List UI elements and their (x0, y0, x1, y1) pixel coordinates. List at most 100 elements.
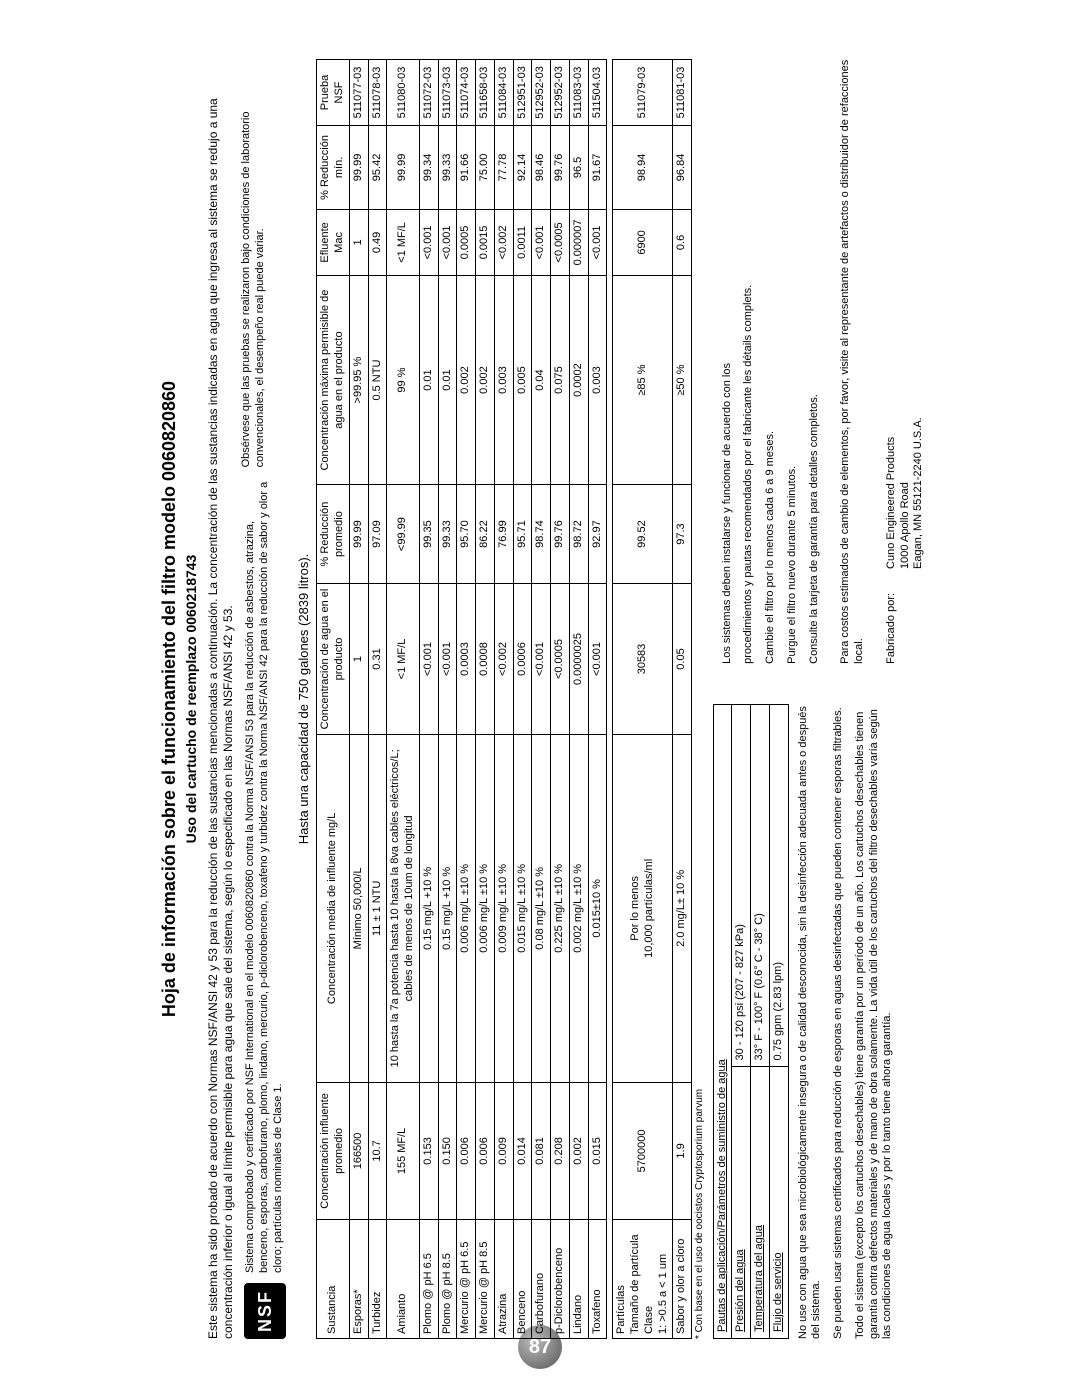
table-cell: 0.015 mg/L ±10 % (513, 734, 532, 1082)
table-cell: 10.7 (368, 1082, 387, 1219)
table-cell: ≥50 % (673, 275, 692, 484)
table-cell: Benceno (513, 1219, 532, 1338)
table-cell: <0.001 (419, 583, 438, 734)
table-cell: <0.001 (588, 583, 607, 734)
page-title: Hoja de información sobre el funcionamie… (158, 59, 181, 1339)
table-cell: Por lo menos10,000 partículas/ml (613, 734, 673, 1082)
nsf-logo: NSF (244, 1283, 286, 1339)
table-cell: Mercurio @ pH 6.5 (457, 1219, 476, 1338)
table-cell: <0.001 (532, 209, 551, 275)
table-cell: 0.01 (419, 275, 438, 484)
col-nsf-test: Prueba NSF (317, 59, 350, 125)
table-cell: 99.76 (551, 125, 570, 209)
install-note-2: procedimientos y pautas recomendados por… (742, 59, 756, 664)
manuf-line-1: Cuno Engineered Products (885, 417, 899, 569)
table-cell: Mínimo 50,000/L (349, 734, 368, 1082)
param-row: Presión del agua30 - 120 psi (207 - 827 … (732, 704, 751, 1338)
page-subtitle: Uso del cartucho de reemplazo 0060218743 (183, 59, 201, 1339)
manufacturer-address: Cuno Engineered Products 1000 Apollo Roa… (885, 417, 926, 569)
table-cell: 166500 (349, 1082, 368, 1219)
install-note-1: Los sistemas deben instalarse y funciona… (721, 59, 735, 664)
table-cell: <0.002 (494, 583, 513, 734)
table-cell: 96.5 (569, 125, 588, 209)
table-cell: Carbofurano (532, 1219, 551, 1338)
table-cell: 76.99 (494, 484, 513, 583)
table-cell: 11 ± 1 NTU (368, 734, 387, 1082)
table-cell: 0.002 mg/L ±10 % (569, 734, 588, 1082)
col-influent-mean: Concentración media de influente mg/L (317, 734, 350, 1082)
table-cell: 92.14 (513, 125, 532, 209)
table-cell: 75.00 (476, 125, 495, 209)
table-row: PartículasTamaño de partícula Clase1: >0… (613, 59, 673, 1338)
table-cell: Lindano (569, 1219, 588, 1338)
table-cell: 0.006 (476, 1082, 495, 1219)
table-cell: 0.002 (569, 1082, 588, 1219)
table-cell: 92.97 (588, 484, 607, 583)
col-max-permissible: Concentración máxima permisible de agua … (317, 275, 350, 484)
warranty-text: Todo el sistema (excepto los cartuchos d… (854, 703, 895, 1338)
table-row: Sabor y olor a cloro1.92.0 mg/L± 10 %0.0… (673, 59, 692, 1338)
table-cell: 511081-03 (673, 59, 692, 125)
table-cell: 99.99 (349, 484, 368, 583)
table-cell: 99.33 (438, 484, 457, 583)
table-cell: 0.31 (368, 583, 387, 734)
table-cell: 86.22 (476, 484, 495, 583)
table-cell: 0.15 mg/L +10 % (438, 734, 457, 1082)
table-cell: 0.005 (513, 275, 532, 484)
parameters-table: Pautas de aplicación/Parámetros de sumin… (713, 703, 789, 1338)
table-cell: 511074-03 (457, 59, 476, 125)
param-val: 30 - 120 psi (207 - 827 kPa) (732, 704, 751, 1067)
table-cell: <0.001 (438, 583, 457, 734)
table-cell: 0.002 (457, 275, 476, 484)
table-cell: 0.009 mg/L ±10 % (494, 734, 513, 1082)
col-substance: Sustancia (317, 1219, 350, 1338)
table-cell: 0.0008 (476, 583, 495, 734)
table-cell: 0.006 (457, 1082, 476, 1219)
table-cell: 95.71 (513, 484, 532, 583)
table-cell: 99.99 (387, 125, 420, 209)
table-row: Amianto155 MF/L10 hasta la 7a potencia h… (387, 59, 420, 1338)
table-cell: 0.15 mg/L +10 % (419, 734, 438, 1082)
table-cell: 0.014 (513, 1082, 532, 1219)
table-cell: 0.05 (673, 583, 692, 734)
table-cell: 0.000007 (569, 209, 588, 275)
table-cell: 0.081 (532, 1082, 551, 1219)
table-cell: 512951-03 (513, 59, 532, 125)
table-header-row: Sustancia Concentración influente promed… (317, 59, 350, 1338)
param-row: Temperatura del agua33° F - 100° F (0.6°… (751, 704, 770, 1338)
table-cell: PartículasTamaño de partícula Clase1: >0… (613, 1219, 673, 1338)
table-cell: ≥85 % (613, 275, 673, 484)
table-cell: 0.0005 (457, 209, 476, 275)
table-cell: <0.001 (532, 583, 551, 734)
col-reduction-min: % Reducción mín. (317, 125, 350, 209)
table-cell: 6900 (613, 209, 673, 275)
table-cell: 30583 (613, 583, 673, 734)
param-val: 33° F - 100° F (0.6° C - 38° C) (751, 704, 770, 1067)
table-cell: 511073-03 (438, 59, 457, 125)
table-cell: 0.0002 (569, 275, 588, 484)
table-cell: 99.34 (419, 125, 438, 209)
table-row: Plomo @ pH 6.50.1530.15 mg/L +10 %<0.001… (419, 59, 438, 1338)
warning-microbio: No use con agua que sea microbiológicame… (797, 703, 825, 1338)
intro-paragraph: Este sistema ha sido probado de acuerdo … (206, 59, 236, 1339)
table-cell: 0.150 (438, 1082, 457, 1219)
table-cell: <99.99 (387, 484, 420, 583)
table-cell: 0.009 (494, 1082, 513, 1219)
table-cell: <1 MF/L (387, 583, 420, 734)
table-cell: 0.6 (673, 209, 692, 275)
table-cell: 98.46 (532, 125, 551, 209)
cost-estimate-note: Para costos estimados de cambio de eleme… (839, 59, 867, 664)
table-row: Benceno0.0140.015 mg/L ±10 %0.000695.710… (513, 59, 532, 1338)
table-row: Carbofurano0.0810.08 mg/L ±10 %<0.00198.… (532, 59, 551, 1338)
table-cell: 0.0015 (476, 209, 495, 275)
table-cell: 98.94 (613, 125, 673, 209)
table-cell: 91.66 (457, 125, 476, 209)
table-cell: Turbidez (368, 1219, 387, 1338)
table-row: Turbidez10.711 ± 1 NTU0.3197.090.5 NTU0.… (368, 59, 387, 1338)
param-key: Temperatura del agua (751, 1066, 770, 1338)
table-cell: 0.08 mg/L ±10 % (532, 734, 551, 1082)
table-cell: 98.74 (532, 484, 551, 583)
table-cell: 511077-03 (349, 59, 368, 125)
table-cell: Plomo @ pH 6.5 (419, 1219, 438, 1338)
table-cell: 512952-03 (551, 59, 570, 125)
